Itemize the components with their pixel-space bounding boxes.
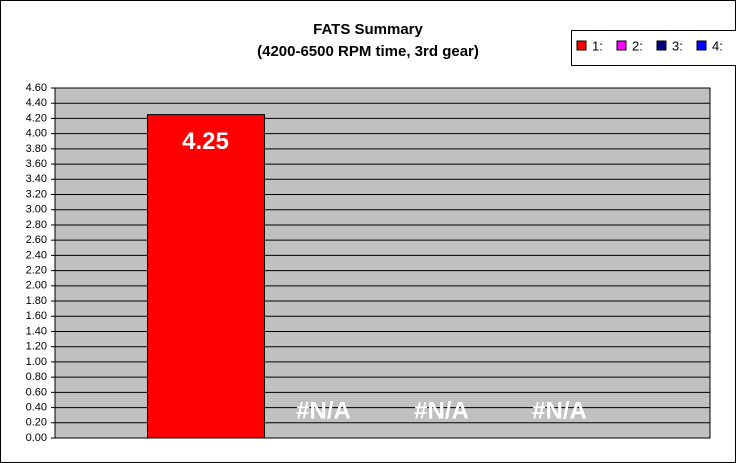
- y-tick-label: 0.60: [26, 386, 47, 398]
- y-tick-label: 1.20: [26, 341, 47, 353]
- y-tick-label: 2.20: [26, 265, 47, 277]
- chart-subtitle: (4200-6500 RPM time, 3rd gear): [257, 43, 479, 60]
- y-tick-label: 1.00: [26, 356, 47, 368]
- y-tick-label: 3.60: [26, 158, 47, 170]
- chart-title: FATS Summary: [313, 21, 423, 38]
- y-tick-label: 0.00: [26, 432, 47, 444]
- y-tick-label: 3.00: [26, 204, 47, 216]
- legend-swatch: [576, 40, 587, 51]
- value-label: #N/A: [532, 397, 587, 424]
- y-tick-label: 3.80: [26, 143, 47, 155]
- y-tick-label: 2.40: [26, 249, 47, 261]
- y-tick-label: 1.80: [26, 295, 47, 307]
- y-tick-label: 4.00: [26, 128, 47, 140]
- legend-box: [571, 30, 736, 66]
- legend-label: 4:: [712, 38, 723, 53]
- y-tick-label: 4.40: [26, 97, 47, 109]
- legend-swatch: [616, 40, 627, 51]
- legend-swatch: [656, 40, 667, 51]
- legend-label: 3:: [672, 38, 683, 53]
- value-label: 4.25: [182, 128, 229, 155]
- y-tick-label: 0.80: [26, 371, 47, 383]
- y-tick-label: 4.60: [26, 82, 47, 94]
- y-tick-label: 2.00: [26, 280, 47, 292]
- legend-swatch: [696, 40, 707, 51]
- y-tick-label: 0.40: [26, 401, 47, 413]
- plot-border: [54, 87, 711, 439]
- y-tick-label: 3.20: [26, 188, 47, 200]
- y-tick-label: 2.60: [26, 234, 47, 246]
- bar: [147, 114, 265, 439]
- y-tick-label: 1.40: [26, 325, 47, 337]
- value-label: #N/A: [414, 397, 469, 424]
- legend-label: 2:: [632, 38, 643, 53]
- y-tick-label: 1.60: [26, 310, 47, 322]
- y-tick-label: 2.80: [26, 219, 47, 231]
- y-tick-label: 3.40: [26, 173, 47, 185]
- y-tick-label: 4.20: [26, 112, 47, 124]
- y-tick-label: 0.20: [26, 417, 47, 429]
- value-label: #N/A: [296, 397, 351, 424]
- legend-label: 1:: [592, 38, 603, 53]
